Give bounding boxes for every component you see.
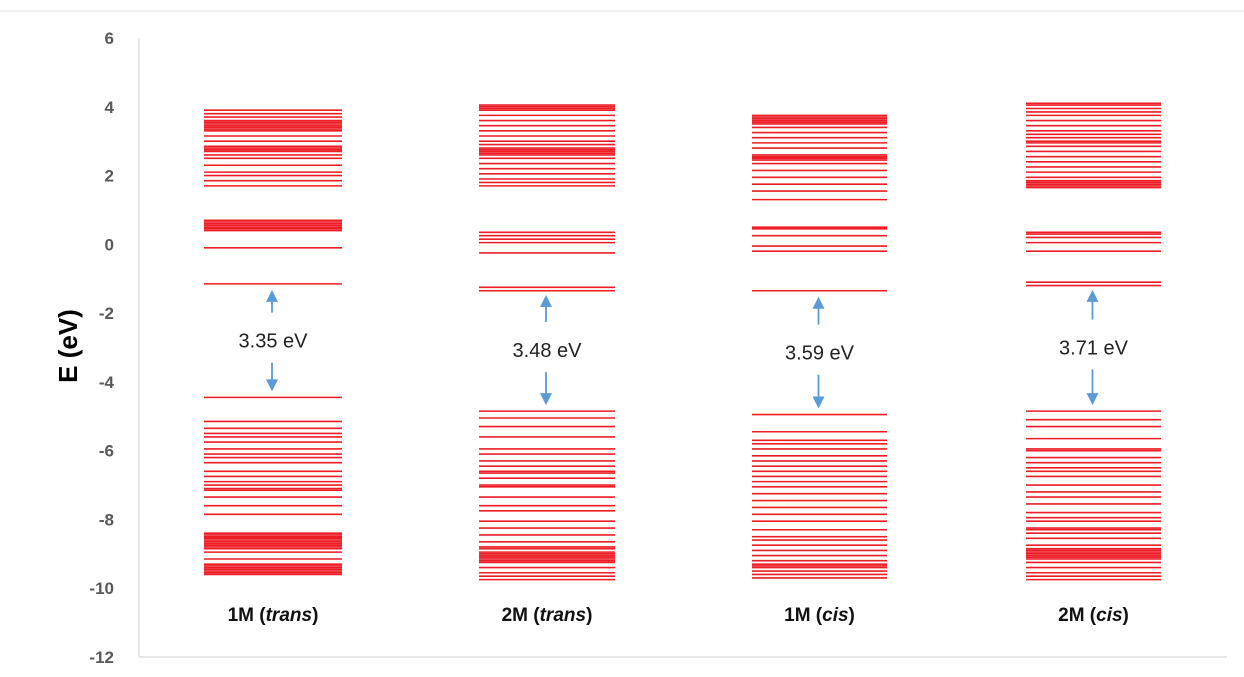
y-axis-label: E (eV) — [53, 309, 83, 383]
y-tick-label: -2 — [99, 304, 114, 323]
gap-arrow-up-head — [266, 289, 278, 302]
y-tick-label: -12 — [89, 648, 114, 667]
category-close: ) — [586, 605, 592, 626]
gap-arrow-up-head — [812, 296, 825, 309]
level-column: 3.71 eV 2M (cis) — [1026, 102, 1161, 626]
gap-arrow-down-head — [812, 396, 825, 409]
gap-arrow-up-head — [540, 295, 552, 308]
y-tick-labels: 6 4 2 0 -2 -4 -6 -8 -10 -12 — [89, 29, 114, 667]
y-tick-label: 2 — [105, 167, 114, 186]
category-close: ) — [312, 605, 318, 626]
y-tick-label: 6 — [105, 29, 114, 48]
gap-label: 3.35 eV — [239, 331, 309, 353]
category-label: 1M (cis) — [784, 605, 855, 626]
category-isomer: trans — [266, 605, 312, 626]
gap-label: 3.71 eV — [1059, 338, 1129, 360]
y-tick-label: -6 — [99, 442, 114, 461]
y-tick-label: -8 — [99, 510, 114, 529]
gap-arrow-down-head — [1086, 393, 1099, 406]
gap-arrow-down-head — [266, 379, 278, 392]
category-label: 2M (trans) — [502, 605, 593, 626]
y-tick-label: 4 — [105, 98, 115, 117]
gap-arrow-down-head — [540, 393, 552, 406]
category-label: 2M (cis) — [1058, 605, 1129, 626]
category-close: ) — [1123, 605, 1129, 626]
category-isomer: cis — [822, 605, 848, 626]
category-name: 1M ( — [228, 605, 267, 626]
y-tick-label: -4 — [99, 373, 115, 392]
level-column: 3.59 eV 1M (cis) — [752, 114, 887, 626]
gap-label: 3.48 eV — [513, 340, 583, 362]
category-label: 1M (trans) — [228, 605, 319, 626]
level-column: 3.48 eV 2M (trans) — [479, 104, 615, 626]
gap-arrow-up-head — [1086, 289, 1099, 302]
y-tick-label: 0 — [105, 235, 114, 254]
category-isomer: trans — [540, 605, 586, 626]
category-name: 2M ( — [1058, 605, 1097, 626]
gap-label: 3.59 eV — [785, 343, 855, 365]
category-isomer: cis — [1096, 605, 1122, 626]
category-name: 2M ( — [502, 605, 541, 626]
category-name: 1M ( — [784, 605, 823, 626]
y-tick-label: -10 — [89, 579, 114, 598]
level-column: 3.35 eV 1M (trans) — [204, 109, 342, 626]
category-close: ) — [849, 605, 855, 626]
